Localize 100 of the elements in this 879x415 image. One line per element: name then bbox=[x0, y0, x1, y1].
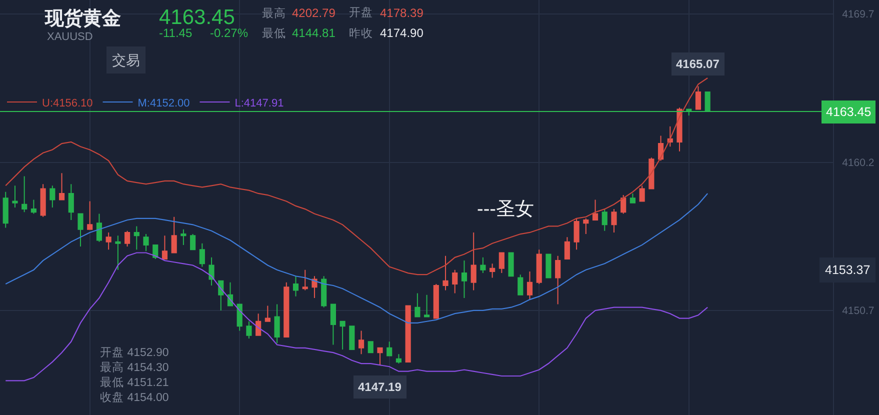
candlestick bbox=[2, 191, 8, 228]
candlestick bbox=[284, 282, 290, 338]
candlestick bbox=[555, 255, 561, 305]
annotation: -11.45 bbox=[159, 26, 192, 40]
candlestick bbox=[574, 218, 580, 250]
candlestick bbox=[508, 252, 514, 277]
candlestick bbox=[12, 185, 18, 208]
y-tick-label: 4150.7 bbox=[842, 305, 874, 318]
candlestick bbox=[68, 184, 74, 220]
candlestick bbox=[124, 230, 130, 247]
candlestick bbox=[199, 242, 205, 268]
candlestick bbox=[22, 176, 28, 213]
candlestick bbox=[564, 236, 570, 260]
candlestick bbox=[405, 305, 411, 362]
candlestick bbox=[190, 234, 196, 250]
candlestick bbox=[162, 235, 168, 260]
candlestick bbox=[87, 200, 93, 230]
candlestick bbox=[414, 292, 420, 318]
candlestick bbox=[490, 263, 496, 278]
line-series bbox=[5, 192, 708, 324]
annotation: 4202.79 bbox=[292, 6, 336, 20]
candlestick bbox=[536, 249, 542, 284]
candlestick bbox=[526, 270, 533, 300]
candlestick bbox=[704, 92, 710, 112]
candlestick bbox=[470, 232, 476, 291]
candlestick bbox=[208, 256, 214, 286]
candlestick bbox=[386, 341, 392, 356]
candlestick bbox=[358, 330, 364, 355]
candlestick bbox=[218, 280, 224, 311]
annotation: 4178.39 bbox=[380, 6, 424, 20]
candlestick bbox=[171, 216, 177, 254]
candlestick bbox=[452, 269, 458, 294]
annotation: 最低 bbox=[262, 27, 286, 40]
annotation: 4165.07 bbox=[676, 57, 720, 71]
candlestick bbox=[592, 199, 598, 220]
candlestick bbox=[256, 313, 262, 336]
candlestick bbox=[686, 108, 692, 116]
candlestick bbox=[442, 255, 448, 291]
annotation: 4147.19 bbox=[358, 380, 402, 394]
annotation: 交易 bbox=[112, 52, 140, 68]
y-tick-label: 4169.7 bbox=[842, 8, 874, 21]
candlestick bbox=[180, 228, 186, 246]
candlestick bbox=[78, 213, 84, 247]
candlestick bbox=[349, 326, 355, 350]
annotation: 最低 4151.21 bbox=[100, 376, 169, 389]
candlestick bbox=[461, 260, 468, 298]
candlestick bbox=[695, 86, 702, 110]
candlestick bbox=[611, 208, 617, 233]
legend-label: M:4152.00 bbox=[138, 97, 190, 110]
candlestick bbox=[96, 213, 102, 242]
candlestick bbox=[292, 276, 299, 297]
candlestick bbox=[236, 304, 242, 332]
candlestick bbox=[246, 320, 252, 340]
candlestick bbox=[433, 283, 439, 319]
candlestick bbox=[368, 341, 374, 354]
annotation: 昨收 bbox=[349, 27, 373, 40]
annotation: ---圣女 bbox=[477, 199, 534, 220]
candlestick bbox=[518, 274, 524, 296]
candlestick bbox=[40, 184, 46, 218]
line-series bbox=[5, 77, 708, 276]
y-tick-label: 4160.2 bbox=[842, 156, 874, 169]
candlestick bbox=[50, 185, 56, 208]
legend-label: U:4156.10 bbox=[42, 97, 93, 110]
candlestick bbox=[658, 135, 664, 162]
annotation: 开盘 bbox=[349, 6, 373, 19]
candlestick bbox=[30, 199, 36, 214]
ref-line-label: 4163.45 bbox=[826, 105, 872, 119]
candlestick bbox=[602, 208, 608, 232]
annotation: 收盘 4154.00 bbox=[100, 391, 169, 404]
candlestick bbox=[340, 320, 346, 350]
candlestick bbox=[546, 254, 552, 278]
candlestick bbox=[302, 269, 308, 291]
text: 现货黄金 bbox=[44, 8, 121, 30]
candlestick bbox=[330, 304, 336, 346]
annotation: -0.27% bbox=[210, 26, 248, 40]
candlestick bbox=[134, 226, 140, 250]
candlestick bbox=[583, 218, 589, 235]
candlestick bbox=[264, 305, 270, 322]
candlestick bbox=[480, 256, 486, 274]
candlestick bbox=[498, 252, 504, 274]
candlestick bbox=[396, 354, 402, 364]
legend-label: L:4147.91 bbox=[234, 97, 284, 110]
annotation: 最高 4154.30 bbox=[100, 360, 169, 374]
candlestick bbox=[143, 234, 149, 252]
candlestick bbox=[424, 294, 430, 318]
candlestick bbox=[620, 194, 626, 214]
candlestick bbox=[321, 276, 327, 308]
candlestick bbox=[639, 185, 645, 202]
candlestick bbox=[648, 157, 654, 190]
candlestick bbox=[106, 232, 112, 250]
annotation: 4163.45 bbox=[159, 6, 235, 29]
candlestick bbox=[377, 347, 383, 366]
candlestick bbox=[676, 107, 682, 152]
candlestick bbox=[274, 304, 280, 344]
candlestick bbox=[630, 192, 636, 204]
candlestick bbox=[58, 172, 65, 200]
candlestick bbox=[115, 235, 121, 270]
text: XAUUSD bbox=[47, 31, 93, 43]
annotation: 最高 bbox=[262, 6, 286, 20]
annotation: 4174.90 bbox=[380, 26, 424, 40]
